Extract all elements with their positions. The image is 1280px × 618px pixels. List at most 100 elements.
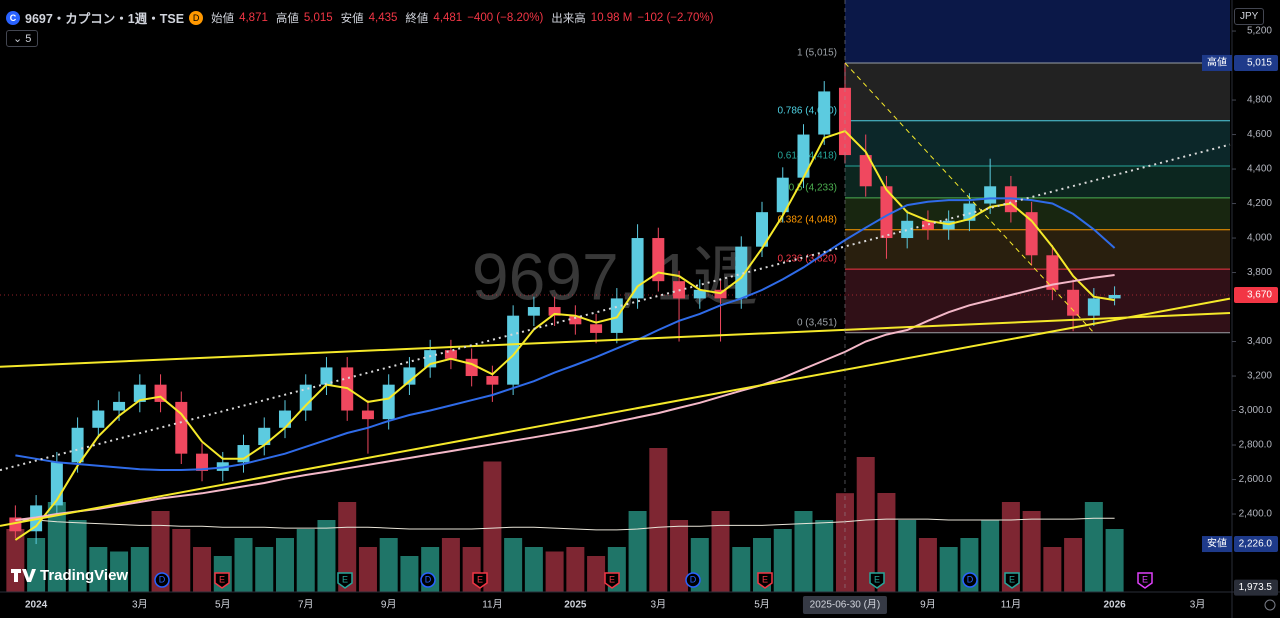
trendline: [0, 143, 1231, 472]
volume-bar: [275, 538, 294, 592]
x-tick-label: 9月: [920, 599, 936, 611]
price-label-box: [1234, 536, 1278, 553]
volume-bar: [130, 547, 149, 592]
fib-band: [844, 120, 1230, 166]
volume-bar: [1022, 511, 1041, 592]
price-change: −400 (−8.20%): [467, 11, 544, 24]
y-tick-label: 4,200: [1247, 198, 1272, 209]
volume-bar: [587, 556, 606, 592]
price-label: 2,226.0: [1239, 539, 1273, 550]
volume-bar: [981, 520, 1000, 592]
volume-bar: [110, 551, 129, 592]
candle-body: [631, 238, 644, 299]
moving-average: [15, 274, 1115, 522]
volume-bar: [1105, 529, 1124, 592]
indicator-count: 5: [25, 33, 32, 45]
candle-body: [299, 384, 312, 411]
ohlc-label: 始値: [211, 12, 235, 25]
logo-text: TradingView: [40, 567, 128, 584]
price-label-box: [1234, 286, 1278, 303]
candle-body: [984, 186, 997, 204]
candle-body: [382, 384, 395, 420]
candle-body: [756, 212, 769, 247]
fib-band: [844, 269, 1230, 333]
event-label: D: [159, 574, 166, 584]
ohlc-value: 4,435: [368, 11, 398, 24]
ohlc-label: 安値: [340, 12, 364, 25]
candle-body: [1067, 289, 1080, 316]
ohlc-value: 4,481: [433, 11, 463, 24]
y-tick-label: 3,000.0: [1239, 405, 1273, 416]
y-tick-label: 2,600.0: [1239, 474, 1273, 485]
symbol-logo: C: [6, 10, 20, 25]
y-tick-label: 3,800: [1247, 267, 1272, 278]
x-tick-label: 2024: [25, 600, 48, 611]
ohlc-label: 高値: [275, 12, 299, 25]
candle-body: [403, 367, 416, 385]
moving-average: [15, 197, 1116, 471]
trendline: [0, 297, 1231, 527]
event-label: D: [425, 574, 432, 584]
candle-body: [818, 91, 831, 135]
event-icon: [962, 572, 978, 588]
indicator-toggle[interactable]: ⌄ 5: [6, 30, 39, 47]
volume-bar: [711, 511, 730, 592]
event-icon: [154, 572, 170, 588]
volume-bar: [255, 547, 274, 592]
symbol-title[interactable]: 9697・カプコン・1週・TSE: [25, 12, 185, 26]
candle-body: [1046, 255, 1059, 290]
x-tick-label: 11月: [1001, 599, 1021, 611]
candle-body: [113, 401, 126, 411]
logo-mark: [11, 569, 36, 582]
candle-body: [652, 238, 665, 282]
candle-body: [278, 410, 291, 428]
volume-ma: [15, 517, 1115, 531]
volume-bar: [47, 502, 66, 592]
volume-bar: [151, 511, 170, 592]
y-tick-label: 3,400: [1247, 336, 1272, 347]
price-label: 3,670: [1247, 290, 1272, 301]
settings-button[interactable]: [1264, 599, 1276, 611]
candle-body: [569, 315, 582, 325]
volume-bar: [670, 520, 689, 592]
candle-body: [921, 220, 934, 230]
volume-bar: [338, 502, 357, 592]
volume-bar: [483, 461, 502, 592]
event-icon: [1137, 572, 1153, 589]
fib-label: 0.236 (3,820): [777, 254, 837, 265]
candle-body: [486, 376, 499, 385]
y-tick-label: 5,200: [1247, 26, 1272, 37]
event-label: E: [1009, 574, 1015, 584]
event-label: D: [967, 574, 974, 584]
candle-body: [735, 246, 748, 299]
volume-bar: [649, 448, 668, 592]
symbol-header: C 9697・カプコン・1週・TSE D 始値 4,871 高値 5,015 安値 4…: [6, 8, 713, 27]
y-tick-label: 2,800.0: [1239, 440, 1273, 451]
volume-bar: [317, 520, 336, 592]
x-tick-label: 2025: [564, 600, 587, 611]
event-icon: [472, 572, 488, 589]
fib-label: 0.382 (4,048): [777, 214, 837, 225]
price-tag: 高値: [1207, 56, 1227, 69]
candle-body: [71, 427, 84, 463]
x-tick-label: 3月: [132, 599, 148, 611]
candle-body: [196, 453, 209, 471]
volume-bar: [815, 520, 834, 592]
candle-body: [444, 350, 457, 359]
candle-body: [258, 427, 271, 446]
x-tick-label: 3月: [1190, 599, 1206, 611]
fib-label: 1 (5,015): [797, 48, 837, 59]
y-tick-label: 4,800: [1247, 95, 1272, 106]
ohlc-value: 4,871: [239, 11, 268, 24]
volume-bar: [441, 538, 460, 592]
fib-diagonal: [844, 62, 1095, 334]
volume-bar: [504, 538, 523, 592]
candle-body: [901, 220, 914, 239]
price-label: 1,973.5: [1239, 582, 1273, 593]
currency-button[interactable]: JPY: [1234, 8, 1265, 25]
price-axis: [1232, 0, 1280, 618]
candle-body: [465, 358, 478, 377]
x-tick-label: 3月: [651, 599, 667, 611]
candle-body: [797, 134, 810, 178]
